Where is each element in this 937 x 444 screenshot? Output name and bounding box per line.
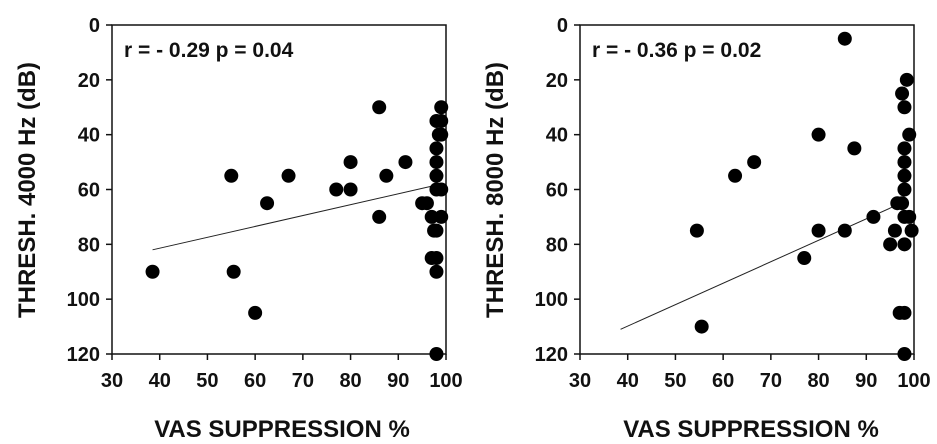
y-tick-label: 80: [78, 234, 100, 256]
data-point: [429, 347, 444, 361]
plot-frame: [111, 24, 447, 355]
y-tick-label: 0: [557, 15, 568, 37]
data-point: [897, 237, 912, 252]
data-point: [429, 251, 444, 266]
data-point: [728, 168, 743, 183]
data-point: [372, 209, 387, 224]
data-point: [419, 196, 434, 211]
y-tick-label: 40: [546, 125, 568, 147]
scatter-panel-8000hz: THRESH. 8000 Hz (dB) VAS SUPPRESSION % r…: [482, 15, 931, 443]
data-point: [747, 155, 762, 170]
data-point: [887, 223, 902, 238]
x-axis-label: VAS SUPPRESSION %: [623, 416, 879, 443]
y-axis-label: THRESH. 8000 Hz (dB): [482, 62, 509, 318]
data-point: [260, 196, 275, 211]
data-point: [429, 264, 444, 279]
y-axis-label: THRESH. 4000 Hz (dB): [14, 62, 41, 318]
data-point: [895, 196, 910, 211]
data-point: [429, 155, 444, 170]
data-point: [883, 237, 898, 252]
x-tick-label: 90: [387, 370, 409, 392]
data-point: [897, 182, 912, 197]
y-tick-label: 20: [78, 70, 100, 92]
data-point: [429, 141, 444, 156]
data-point: [429, 168, 444, 183]
x-axis-label: VAS SUPPRESSION %: [154, 416, 410, 443]
data-point: [899, 72, 914, 87]
x-tick-label: 80: [339, 370, 361, 392]
y-tick-label: 120: [67, 344, 100, 366]
data-point: [897, 168, 912, 183]
x-tick-label: 80: [807, 370, 829, 392]
x-tick-label: 30: [101, 370, 123, 392]
x-tick-label: 70: [760, 370, 782, 392]
y-tick-label: 60: [546, 180, 568, 202]
data-point: [837, 223, 852, 238]
x-tick-label: 100: [429, 370, 462, 392]
data-point: [847, 141, 862, 156]
data-point: [145, 264, 160, 279]
y-tick-label: 120: [535, 344, 568, 366]
data-point: [895, 86, 910, 101]
x-tick-label: 90: [855, 370, 877, 392]
data-point: [429, 223, 444, 238]
data-point: [902, 127, 917, 142]
y-tick-label: 0: [89, 15, 100, 37]
data-point: [897, 305, 912, 320]
trend-line: [620, 205, 896, 330]
correlation-annotation: r = - 0.36 p = 0.02: [592, 39, 761, 62]
data-point: [897, 155, 912, 170]
scatter-panel-4000hz: THRESH. 4000 Hz (dB) VAS SUPPRESSION % r…: [14, 15, 463, 443]
x-tick-label: 40: [149, 370, 171, 392]
data-point: [379, 168, 394, 183]
data-point: [866, 209, 881, 224]
data-point: [797, 251, 812, 266]
data-point: [281, 168, 296, 183]
data-point: [902, 209, 917, 224]
x-tick-label: 70: [292, 370, 314, 392]
data-point: [343, 155, 358, 170]
x-tick-label: 60: [712, 370, 734, 392]
x-tick-label: 30: [569, 370, 591, 392]
data-point: [811, 223, 826, 238]
data-point: [248, 305, 263, 320]
data-point: [434, 127, 449, 142]
data-point: [434, 209, 449, 224]
data-point: [329, 182, 344, 197]
data-point: [904, 223, 919, 238]
data-point: [434, 100, 449, 115]
data-point: [434, 113, 449, 128]
y-tick-label: 60: [78, 180, 100, 202]
data-point: [837, 31, 852, 46]
x-tick-label: 100: [897, 370, 930, 392]
y-tick-label: 40: [78, 125, 100, 147]
x-tick-label: 60: [244, 370, 266, 392]
data-point: [398, 155, 413, 170]
data-point: [434, 182, 449, 197]
data-point: [343, 182, 358, 197]
data-point: [226, 264, 241, 279]
data-point: [897, 100, 912, 115]
plot-frame: [579, 24, 915, 355]
data-point: [694, 319, 709, 334]
y-tick-label: 80: [546, 234, 568, 256]
y-tick-label: 100: [535, 289, 568, 311]
y-tick-label: 20: [546, 70, 568, 92]
data-point: [372, 100, 387, 115]
correlation-annotation: r = - 0.29 p = 0.04: [124, 39, 294, 62]
data-point: [689, 223, 704, 238]
y-tick-label: 100: [67, 289, 100, 311]
data-point: [897, 347, 912, 361]
x-tick-label: 50: [196, 370, 218, 392]
trend-line: [152, 183, 442, 251]
x-tick-label: 50: [664, 370, 686, 392]
data-point: [897, 141, 912, 156]
data-point: [224, 168, 239, 183]
x-tick-label: 40: [617, 370, 639, 392]
data-point: [811, 127, 826, 142]
